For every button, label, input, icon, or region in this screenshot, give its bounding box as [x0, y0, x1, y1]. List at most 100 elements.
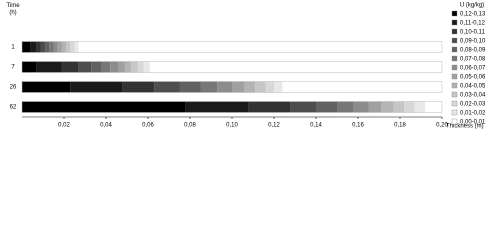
bar-segment: [36, 41, 41, 53]
bar-segment: [353, 101, 369, 113]
bar-segment: [282, 81, 442, 93]
bar-segment: [414, 101, 426, 113]
bar-segment: [131, 61, 138, 73]
legend-swatch: [451, 55, 458, 62]
legend-label: 0,01-0,02: [460, 111, 486, 117]
bar-segment: [255, 81, 266, 93]
page: {"chart_data": {"type": "stacked_barh", …: [6, 3, 486, 130]
y-tick-label: 7: [11, 65, 15, 71]
legend-swatch: [451, 10, 458, 17]
bar-segment: [22, 81, 71, 93]
bar-segment: [244, 81, 256, 93]
legend-swatch: [451, 64, 458, 71]
bar-segment: [179, 81, 201, 93]
x-axis-label: Thickness (m): [446, 124, 484, 130]
legend-label: 0,04-0,05: [460, 84, 486, 90]
bar-segment: [66, 41, 71, 53]
bar-segment: [274, 81, 283, 93]
legend-label: 0,06-0,07: [460, 66, 486, 72]
legend-label: 0,02-0,03: [460, 102, 486, 108]
bar-segment: [154, 81, 180, 93]
y-tick-label: 1: [11, 45, 15, 51]
bar-segment: [91, 61, 102, 73]
bar-segment: [200, 81, 218, 93]
bar-segment: [368, 101, 382, 113]
legend-label: 0,08-0,09: [460, 48, 486, 54]
legend-label: 0,03-0,04: [460, 93, 486, 99]
bar-segment: [22, 101, 186, 113]
legend-label: 0,11-0,12: [460, 21, 486, 27]
bar-outline: [21, 101, 443, 113]
legend-label: 0,09-0,10: [460, 39, 486, 45]
legend-title: U (kg/kg): [460, 3, 484, 9]
bar-segment: [53, 41, 58, 53]
legend-swatch: [451, 28, 458, 35]
x-tick-label: 0,14: [310, 123, 322, 129]
legend-swatch: [451, 46, 458, 53]
bar-segment: [122, 81, 155, 93]
legend-swatch: [451, 100, 458, 107]
bar-segment: [137, 61, 144, 73]
bar-segment: [381, 101, 394, 113]
bar-segment: [101, 61, 111, 73]
bar-outline: [21, 81, 443, 93]
x-tick-label: 0,12: [268, 123, 280, 129]
bar-segment: [22, 61, 37, 73]
bar-segment: [45, 41, 50, 53]
bar-segment: [143, 61, 151, 73]
x-tick-label: 0,16: [352, 123, 364, 129]
x-tick-label: 0,10: [226, 123, 238, 129]
legend-swatch: [451, 19, 458, 26]
bar-segment: [70, 41, 75, 53]
x-tick-label: 0,06: [142, 123, 154, 129]
bar-segment: [36, 61, 62, 73]
x-tick-label: 0,04: [100, 123, 112, 129]
y-tick-label: 62: [10, 105, 17, 111]
x-tick-label: 0,08: [184, 123, 196, 129]
bar-outline: [21, 61, 443, 73]
bar-segment: [57, 41, 62, 53]
bar-segment: [22, 41, 31, 53]
bar-outline: [21, 41, 443, 53]
legend-swatch: [451, 82, 458, 89]
bar-segment: [150, 61, 442, 73]
chart: U (kg/kg) Thickness (m) 0,02 0,04 0,06 0,08…: [10, 3, 486, 130]
x-tick-label: 0,18: [394, 123, 406, 129]
legend-swatch: [451, 118, 458, 125]
bar-segment: [124, 61, 132, 73]
bar-segment: [70, 81, 123, 93]
legend-label: 0,12-0,13: [460, 12, 486, 18]
bar-segment: [425, 101, 442, 113]
bar-segment: [110, 61, 119, 73]
bar-segment: [316, 101, 337, 113]
bar-segment: [74, 41, 79, 53]
bar-segment: [118, 61, 125, 73]
bar-segment: [265, 81, 274, 93]
legend-label: 0,10-0,11: [460, 30, 486, 36]
legend-label: 0,07-0,08: [460, 57, 486, 63]
bar-segment: [232, 81, 245, 93]
legend-label: 0,00-0,01: [460, 120, 486, 126]
bar-segment: [30, 41, 37, 53]
bar-segment: [290, 101, 316, 113]
bar-segment: [78, 41, 442, 53]
bar-segment: [49, 41, 54, 53]
bar-segment: [393, 101, 405, 113]
legend-swatch: [451, 91, 458, 98]
bar-segment: [78, 61, 92, 73]
y-tick-label: 26: [10, 85, 17, 91]
legend-label: 0,05-0,06: [460, 75, 486, 81]
bar-segment: [40, 41, 46, 53]
bar-segment: [61, 61, 79, 73]
legend-swatch: [451, 73, 458, 80]
bar-segment: [61, 41, 67, 53]
bar-segment: [248, 101, 291, 113]
bar-segment: [217, 81, 232, 93]
bar-segment: [337, 101, 354, 113]
y-axis-label: Time (h): [6, 3, 20, 16]
bar-segment: [404, 101, 415, 113]
legend-swatch: [451, 37, 458, 44]
bar-segment: [185, 101, 249, 113]
x-tick-label: 0,02: [58, 123, 70, 129]
x-tick-label: 0,20: [436, 123, 448, 129]
